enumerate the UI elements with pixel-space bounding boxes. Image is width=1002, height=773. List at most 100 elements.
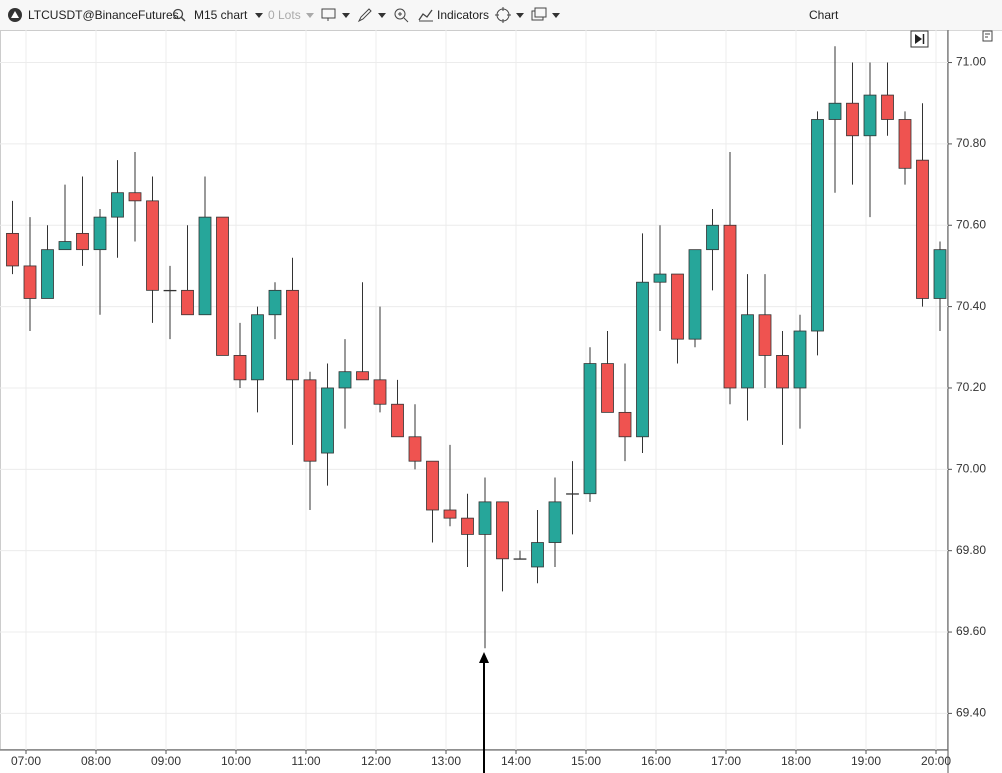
candle-body: [898, 119, 912, 169]
candle-body: [163, 289, 177, 292]
candle-body: [408, 436, 422, 462]
candle-body: [723, 224, 737, 389]
candle-body: [653, 273, 667, 283]
dropdown[interactable]: [377, 10, 387, 20]
logo: [8, 8, 22, 22]
candle-body: [58, 241, 72, 251]
candle-body: [373, 379, 387, 405]
indicators-icon[interactable]: [418, 7, 434, 23]
candle-body: [93, 216, 107, 251]
candle-body: [146, 200, 159, 291]
chart: 69.40 69.60 69.80 70.00 70.20 70.40 70.60 70.80…: [0, 30, 993, 773]
x-tick-label: 09:00: [151, 754, 181, 768]
candle-body: [618, 411, 632, 438]
candle-body: [76, 232, 89, 251]
lots[interactable]: 0 Lots: [268, 8, 301, 22]
candle-body: [391, 403, 404, 438]
template-icon[interactable]: [321, 7, 337, 23]
candle-body: [251, 314, 264, 381]
candle-body: [6, 232, 19, 267]
candle-body: [583, 363, 597, 495]
candle-body: [233, 355, 247, 381]
x-tick-label: 07:00: [11, 754, 41, 768]
candle-body: [741, 314, 754, 389]
candle-body: [793, 330, 807, 389]
x-tick-label: 16:00: [641, 754, 671, 768]
candle-body: [461, 517, 474, 535]
zoom-icon[interactable]: [393, 7, 409, 23]
candle-body: [846, 102, 859, 137]
indicators[interactable]: Indicators: [437, 8, 490, 22]
y-tick-label: 70.80: [956, 136, 986, 150]
x-tick-label: 17:00: [711, 754, 741, 768]
candle-body: [916, 159, 929, 299]
window-title: Chart: [809, 8, 839, 22]
candle-body: [426, 460, 439, 511]
candle-body: [356, 371, 369, 381]
candle-body: [636, 281, 649, 438]
dropdown[interactable]: [341, 10, 351, 20]
dropdown[interactable]: [254, 10, 264, 20]
candle-body: [566, 493, 579, 495]
windows-icon[interactable]: [531, 7, 547, 23]
candle-body: [111, 192, 124, 218]
candle-body: [776, 355, 789, 389]
candle-body: [828, 102, 842, 120]
candle-body: [863, 94, 877, 137]
scroll-button[interactable]: [910, 30, 929, 48]
toolbar: LTCUSDT@BinanceFutures M15 chart 0 Lots …: [0, 0, 1002, 31]
x-tick-label: 13:00: [431, 754, 461, 768]
candle-body: [128, 192, 142, 202]
candle-body: [513, 558, 527, 560]
plot-area: [0, 30, 948, 750]
candle-body: [181, 289, 194, 316]
y-tick-label: 69.80: [956, 543, 986, 557]
dropdown[interactable]: [305, 10, 315, 20]
symbol[interactable]: LTCUSDT@BinanceFutures: [28, 8, 179, 22]
x-tick-label: 12:00: [361, 754, 391, 768]
x-tick-label: 20:00: [921, 754, 951, 768]
candle-body: [23, 265, 37, 299]
x-tick-label: 14:00: [501, 754, 531, 768]
candle-body: [811, 119, 824, 332]
candle-body: [478, 501, 492, 535]
y-tick-label: 70.00: [956, 461, 986, 475]
timeframe[interactable]: M15 chart: [194, 8, 248, 22]
candle-body: [286, 289, 299, 381]
annotation-arrow: [479, 652, 489, 773]
x-tick-label: 10:00: [221, 754, 251, 768]
candle-body: [303, 379, 317, 462]
draw-icon[interactable]: [357, 7, 373, 23]
candle-body: [671, 273, 684, 340]
candle-body: [321, 387, 334, 454]
x-tick-label: 15:00: [571, 754, 601, 768]
dropdown[interactable]: [515, 10, 525, 20]
candle-body: [338, 371, 352, 389]
candle-body: [933, 249, 947, 299]
crosshair-icon[interactable]: [495, 7, 511, 23]
candle-body: [496, 501, 509, 560]
candle-body: [268, 289, 282, 316]
y-tick-label: 70.20: [956, 380, 986, 394]
candle-body: [548, 501, 562, 543]
candle-body: [443, 509, 457, 519]
candle-body: [688, 249, 702, 340]
x-tick-label: 18:00: [781, 754, 811, 768]
settings-button[interactable]: [982, 30, 993, 42]
y-tick-label: 70.60: [956, 217, 986, 231]
candle-body: [601, 363, 614, 413]
search-icon[interactable]: [172, 8, 186, 22]
y-tick-label: 69.40: [956, 706, 986, 720]
y-tick-label: 70.40: [956, 299, 986, 313]
candle-body: [758, 314, 772, 356]
candle-body: [41, 249, 54, 299]
dropdown[interactable]: [551, 10, 561, 20]
x-tick-label: 08:00: [81, 754, 111, 768]
y-tick-label: 69.60: [956, 624, 986, 638]
y-tick-label: 71.00: [956, 55, 986, 69]
candle-body: [531, 542, 544, 568]
candle-body: [706, 224, 719, 251]
candle-body: [216, 216, 229, 356]
x-tick-label: 11:00: [291, 754, 320, 768]
